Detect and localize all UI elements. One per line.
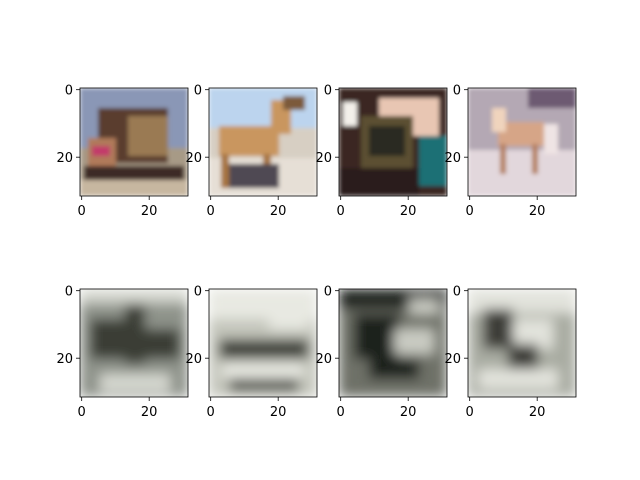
original-image-2 bbox=[209, 88, 317, 196]
x-tick-label: 0 bbox=[78, 204, 86, 219]
y-tick-label: 20 bbox=[315, 352, 332, 367]
x-tick-label: 0 bbox=[466, 405, 474, 420]
y-tick-label: 0 bbox=[324, 285, 332, 300]
y-tick-label: 20 bbox=[444, 352, 461, 367]
reconstruction-image-3 bbox=[339, 289, 447, 397]
y-tick-label: 0 bbox=[453, 84, 461, 99]
y-tick-label: 20 bbox=[56, 352, 73, 367]
x-tick-label: 0 bbox=[207, 204, 215, 219]
image-panel-1: 0 20 0 20 bbox=[56, 84, 189, 219]
x-tick-label: 0 bbox=[466, 204, 474, 219]
y-tick-label: 0 bbox=[65, 285, 73, 300]
axes-frame bbox=[338, 288, 448, 398]
x-tick-label: 20 bbox=[141, 204, 158, 219]
x-tick-label: 20 bbox=[400, 204, 417, 219]
reconstruction-image-2 bbox=[209, 289, 317, 397]
original-image-1 bbox=[80, 88, 188, 196]
y-tick-label: 0 bbox=[65, 84, 73, 99]
x-tick-label: 20 bbox=[400, 405, 417, 420]
axes-frame bbox=[79, 87, 189, 197]
x-tick-label: 20 bbox=[529, 204, 546, 219]
x-tick-label: 20 bbox=[141, 405, 158, 420]
image-panel-8: 0 20 0 20 bbox=[444, 285, 577, 420]
x-tick-label: 20 bbox=[270, 405, 287, 420]
y-tick-label: 20 bbox=[56, 151, 73, 166]
x-tick-label: 0 bbox=[207, 405, 215, 420]
axes-frame bbox=[79, 288, 189, 398]
y-tick-label: 20 bbox=[315, 151, 332, 166]
original-image-3 bbox=[339, 88, 447, 196]
axes-frame bbox=[208, 87, 318, 197]
x-tick-label: 20 bbox=[270, 204, 287, 219]
image-panel-6: 0 20 0 20 bbox=[185, 285, 318, 420]
original-image-4 bbox=[468, 88, 576, 196]
image-panel-7: 0 20 0 20 bbox=[315, 285, 448, 420]
x-tick-label: 0 bbox=[337, 405, 345, 420]
y-tick-label: 20 bbox=[185, 352, 202, 367]
image-panel-2: 0 20 0 20 bbox=[185, 84, 318, 219]
reconstruction-image-4 bbox=[468, 289, 576, 397]
x-tick-label: 0 bbox=[337, 204, 345, 219]
y-tick-label: 0 bbox=[194, 285, 202, 300]
axes-frame bbox=[467, 87, 577, 197]
image-panel-4: 0 20 0 20 bbox=[444, 84, 577, 219]
y-tick-label: 0 bbox=[194, 84, 202, 99]
x-tick-label: 20 bbox=[529, 405, 546, 420]
axes-frame bbox=[467, 288, 577, 398]
axes-frame bbox=[208, 288, 318, 398]
y-tick-label: 0 bbox=[453, 285, 461, 300]
x-tick-label: 0 bbox=[78, 405, 86, 420]
image-panel-3: 0 20 0 20 bbox=[315, 84, 448, 219]
y-tick-label: 20 bbox=[444, 151, 461, 166]
y-tick-label: 20 bbox=[185, 151, 202, 166]
axes-frame bbox=[338, 87, 448, 197]
y-tick-label: 0 bbox=[324, 84, 332, 99]
image-panel-5: 0 20 0 20 bbox=[56, 285, 189, 420]
reconstruction-image-1 bbox=[80, 289, 188, 397]
